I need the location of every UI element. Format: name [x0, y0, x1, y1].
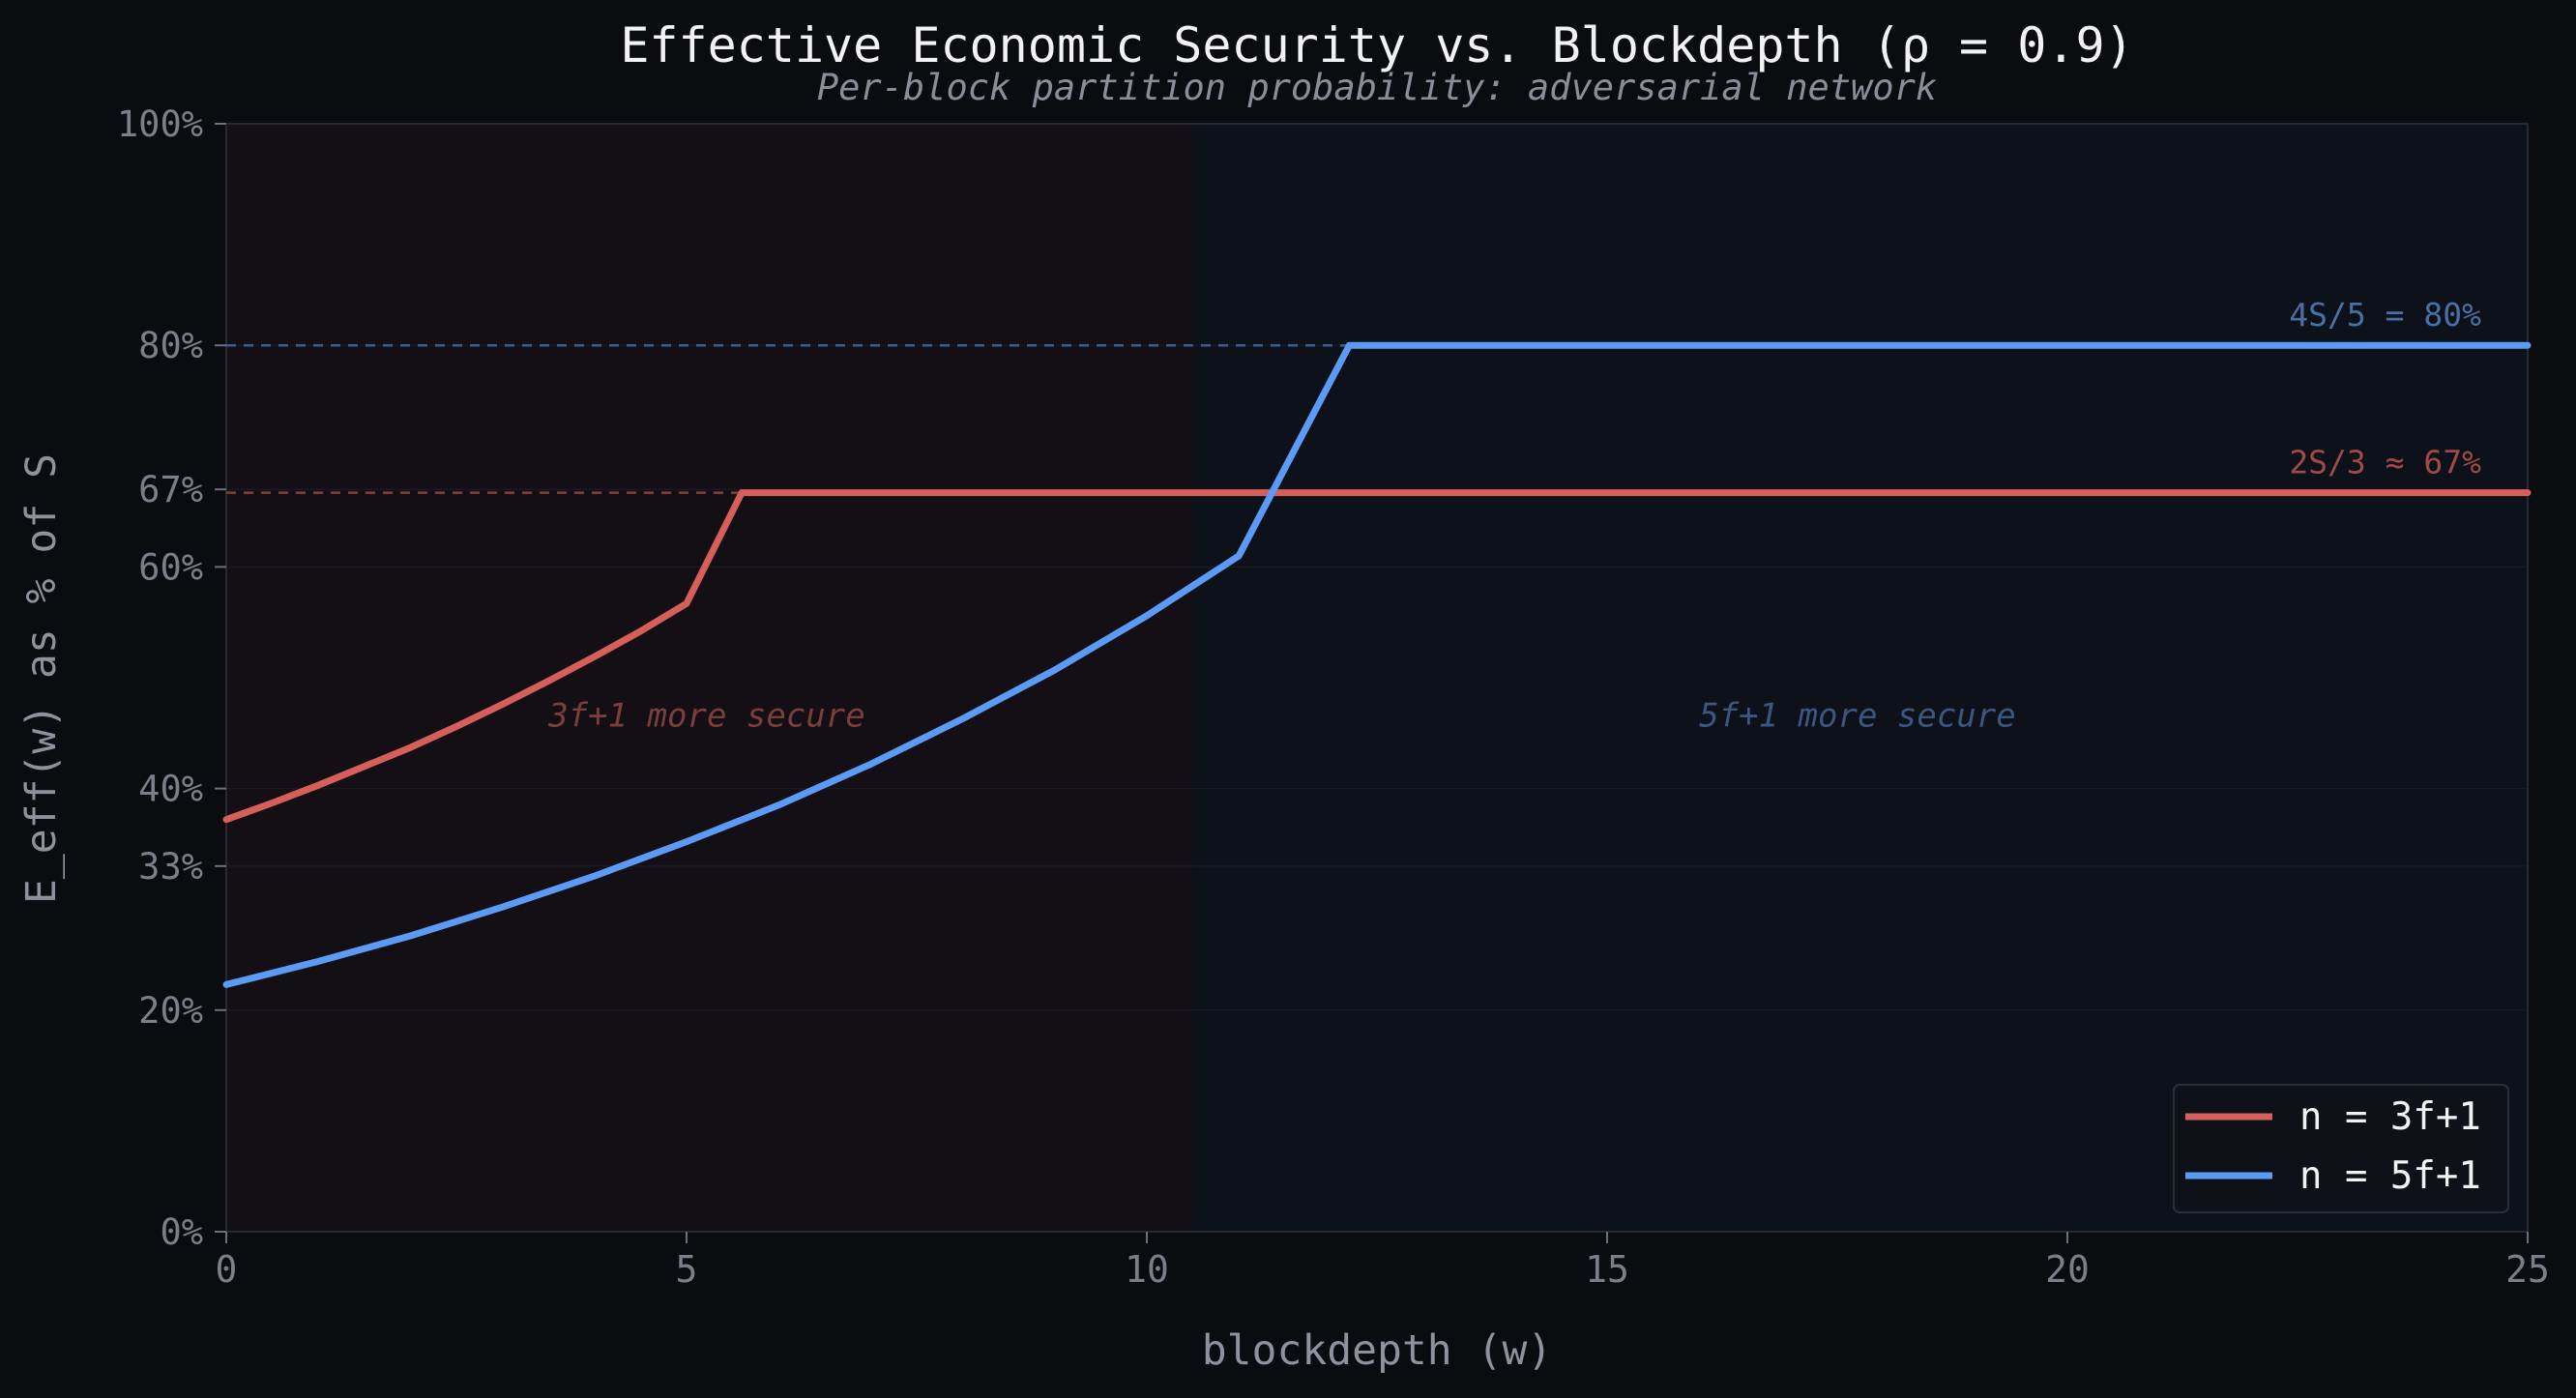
- region-3f1-more-secure: [226, 124, 1193, 1232]
- x-tick-label: 5: [676, 1248, 698, 1291]
- y-tick-label: 0%: [160, 1211, 203, 1253]
- chart-title: Effective Economic Security vs. Blockdep…: [620, 17, 2133, 73]
- reference-label: 2S/3 ≈ 67%: [2289, 444, 2481, 481]
- y-tick-label: 100%: [117, 103, 203, 145]
- series-line-3f1: [222, 489, 2532, 824]
- plot-border: [225, 123, 2529, 1233]
- y-tick-label: 20%: [138, 990, 203, 1032]
- y-tick-label: 80%: [138, 325, 203, 366]
- x-tick-label: 0: [216, 1248, 238, 1291]
- y-tick-label: 40%: [138, 769, 203, 810]
- region-label: 3f+1 more secure: [547, 696, 865, 735]
- region-label: 5f+1 more secure: [1699, 696, 2016, 735]
- y-axis-label: E_eff(w) as % of S: [17, 453, 66, 904]
- x-tick-label: 10: [1125, 1248, 1169, 1291]
- y-tick-label: 33%: [138, 846, 203, 888]
- x-tick-label: 15: [1585, 1248, 1629, 1291]
- legend: n = 3f+1 n = 5f+1: [2173, 1084, 2509, 1213]
- plot-area: 4S/5 = 80% 2S/3 ≈ 67% 3f+1 more secure 5f+1…: [117, 103, 2550, 1291]
- x-tick-label: 25: [2505, 1248, 2550, 1291]
- x-axis-label: blockdepth (w): [1202, 1326, 1552, 1375]
- y-tick-label: 67%: [138, 469, 203, 510]
- chart-subtitle: Per-block partition probability: adversa…: [817, 67, 1937, 108]
- series-line-5f1: [222, 341, 2532, 988]
- reference-label: 4S/5 = 80%: [2289, 296, 2481, 334]
- region-5f1-more-secure: [1192, 124, 2528, 1232]
- legend-label-3f1: n = 3f+1: [2299, 1095, 2481, 1139]
- legend-label-5f1: n = 5f+1: [2299, 1154, 2481, 1198]
- x-tick-label: 20: [2045, 1248, 2090, 1291]
- y-tick-label: 60%: [138, 546, 203, 588]
